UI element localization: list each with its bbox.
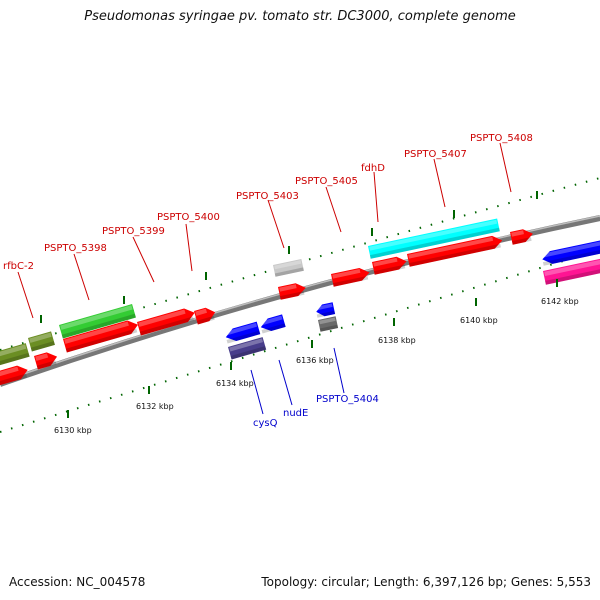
gene-olive-1 <box>0 343 30 366</box>
gene-red-4 <box>137 308 195 336</box>
gene-gray-2 <box>318 316 339 332</box>
gene-cyan <box>368 218 500 259</box>
gene-label-PSPTO_5404: PSPTO_5404 <box>316 394 379 405</box>
gene-gray-1 <box>273 258 304 277</box>
gene-olive-2 <box>28 331 55 352</box>
gene-label-PSPTO_5403: PSPTO_5403 <box>236 191 299 202</box>
gene-label-fdhD: fdhD <box>361 163 385 174</box>
gene-red-10 <box>510 229 533 245</box>
gene-red-7 <box>331 267 370 287</box>
gene-navy <box>228 337 267 360</box>
gene-red-5 <box>194 307 216 325</box>
gene-red-2 <box>34 352 58 370</box>
genome-info-text: Topology: circular; Length: 6,397,126 bp… <box>261 575 591 589</box>
genome-title: Pseudomonas syringae pv. tomato str. DC3… <box>84 9 516 24</box>
scale-label-6130: 6130 kbp <box>54 426 92 435</box>
gene-label-cysQ: cysQ <box>253 418 278 429</box>
scale-label-6136: 6136 kbp <box>296 356 334 365</box>
gene-label-nudE: nudE <box>283 408 308 419</box>
gene-red-9 <box>407 235 503 267</box>
scale-label-6140: 6140 kbp <box>460 316 498 325</box>
gene-red-1 <box>0 365 28 386</box>
gene-label-PSPTO_5405: PSPTO_5405 <box>295 176 358 187</box>
gene-label-PSPTO_5399: PSPTO_5399 <box>102 226 165 237</box>
scale-ticks <box>40 191 558 418</box>
gene-green <box>59 304 136 339</box>
gene-blue-2 <box>260 314 286 334</box>
scale-label-6132: 6132 kbp <box>136 402 174 411</box>
gene-blue-1 <box>225 321 261 344</box>
scale-label-6138: 6138 kbp <box>378 336 416 345</box>
gene-label-rfbC-2: rfbC-2 <box>3 261 34 272</box>
gene-blue-4 <box>542 239 600 266</box>
gene-label-PSPTO_5398: PSPTO_5398 <box>44 243 107 254</box>
gene-label-PSPTO_5407: PSPTO_5407 <box>404 149 467 160</box>
scale-label-6142: 6142 kbp <box>541 297 579 306</box>
gene-magenta <box>543 257 600 285</box>
top-leaders <box>17 142 512 319</box>
gene-red-8 <box>372 256 407 275</box>
accession-text: Accession: NC_004578 <box>9 575 146 589</box>
gene-label-PSPTO_5408: PSPTO_5408 <box>470 133 533 144</box>
gene-red-6 <box>278 283 306 300</box>
scale-label-6134: 6134 kbp <box>216 379 254 388</box>
gene-label-PSPTO_5400: PSPTO_5400 <box>157 212 220 223</box>
bottom-leaders <box>250 347 345 415</box>
gene-red-3 <box>63 320 138 353</box>
gene-blue-3 <box>316 302 336 318</box>
gene-track <box>0 218 600 386</box>
